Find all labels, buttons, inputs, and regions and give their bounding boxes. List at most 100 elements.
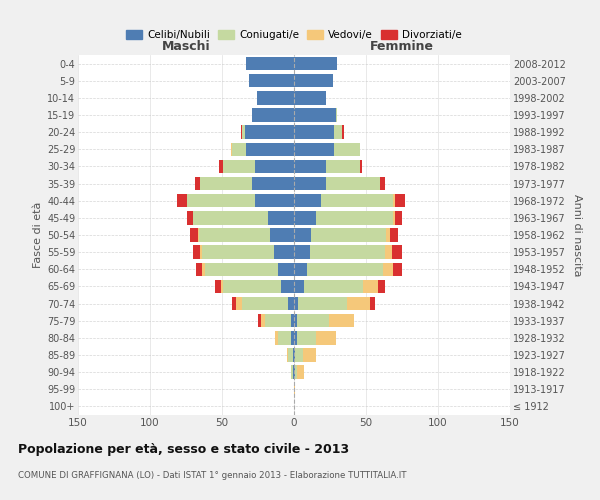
Bar: [190, 228, 197, 241]
Bar: [377, 280, 385, 293]
Bar: [297, 314, 329, 328]
Bar: [281, 280, 294, 293]
Bar: [202, 246, 274, 259]
Bar: [297, 331, 316, 344]
Bar: [294, 246, 310, 259]
Bar: [193, 246, 200, 259]
Bar: [383, 262, 394, 276]
Bar: [294, 382, 295, 396]
Bar: [391, 228, 398, 241]
Bar: [363, 280, 377, 293]
Bar: [294, 228, 311, 241]
Bar: [380, 177, 385, 190]
Bar: [394, 194, 395, 207]
Bar: [245, 126, 294, 139]
Bar: [269, 228, 294, 241]
Bar: [347, 297, 370, 310]
Bar: [360, 160, 362, 173]
Bar: [294, 108, 336, 122]
Bar: [278, 262, 294, 276]
Bar: [278, 331, 291, 344]
Y-axis label: Anni di nascita: Anni di nascita: [572, 194, 583, 276]
Bar: [288, 297, 294, 310]
Bar: [230, 142, 232, 156]
Bar: [304, 280, 363, 293]
Bar: [291, 331, 294, 344]
Bar: [275, 331, 278, 344]
Bar: [202, 262, 205, 276]
Bar: [221, 280, 223, 293]
Bar: [197, 228, 199, 241]
Bar: [223, 160, 255, 173]
Bar: [187, 194, 255, 207]
Bar: [395, 194, 405, 207]
Bar: [294, 194, 322, 207]
Bar: [295, 348, 302, 362]
Bar: [294, 366, 295, 379]
Bar: [268, 211, 294, 224]
Bar: [316, 211, 394, 224]
Text: Popolazione per età, sesso e stato civile - 2013: Popolazione per età, sesso e stato civil…: [18, 442, 349, 456]
Bar: [316, 331, 336, 344]
Bar: [386, 228, 391, 241]
Bar: [336, 108, 337, 122]
Bar: [294, 331, 297, 344]
Bar: [326, 160, 360, 173]
Bar: [341, 126, 344, 139]
Bar: [311, 228, 386, 241]
Bar: [294, 57, 337, 70]
Text: Maschi: Maschi: [161, 40, 211, 54]
Bar: [294, 262, 307, 276]
Bar: [274, 246, 294, 259]
Bar: [232, 142, 247, 156]
Bar: [187, 211, 193, 224]
Bar: [294, 280, 304, 293]
Bar: [370, 297, 374, 310]
Bar: [193, 211, 268, 224]
Bar: [329, 314, 355, 328]
Bar: [252, 108, 294, 122]
Bar: [223, 280, 281, 293]
Bar: [205, 262, 278, 276]
Bar: [293, 348, 294, 362]
Bar: [322, 194, 394, 207]
Bar: [293, 366, 294, 379]
Bar: [194, 177, 200, 190]
Text: Femmine: Femmine: [370, 40, 434, 54]
Bar: [257, 91, 294, 104]
Bar: [215, 280, 221, 293]
Bar: [219, 160, 223, 173]
Y-axis label: Fasce di età: Fasce di età: [32, 202, 43, 268]
Bar: [291, 314, 294, 328]
Bar: [392, 246, 402, 259]
Bar: [291, 366, 293, 379]
Bar: [295, 366, 297, 379]
Bar: [334, 126, 341, 139]
Bar: [307, 262, 383, 276]
Bar: [395, 211, 402, 224]
Bar: [265, 314, 291, 328]
Bar: [288, 348, 293, 362]
Bar: [200, 246, 202, 259]
Bar: [261, 314, 265, 328]
Bar: [236, 297, 242, 310]
Bar: [200, 177, 252, 190]
Bar: [196, 262, 202, 276]
Bar: [250, 74, 294, 88]
Bar: [247, 57, 294, 70]
Bar: [252, 177, 294, 190]
Bar: [242, 297, 288, 310]
Bar: [178, 194, 187, 207]
Bar: [242, 126, 245, 139]
Bar: [258, 314, 261, 328]
Bar: [394, 262, 402, 276]
Bar: [385, 246, 392, 259]
Bar: [287, 348, 288, 362]
Bar: [334, 142, 360, 156]
Bar: [294, 142, 334, 156]
Bar: [199, 228, 269, 241]
Bar: [297, 366, 304, 379]
Text: COMUNE DI GRAFFIGNANA (LO) - Dati ISTAT 1° gennaio 2013 - Elaborazione TUTTITALI: COMUNE DI GRAFFIGNANA (LO) - Dati ISTAT …: [18, 471, 407, 480]
Bar: [294, 297, 298, 310]
Bar: [232, 297, 236, 310]
